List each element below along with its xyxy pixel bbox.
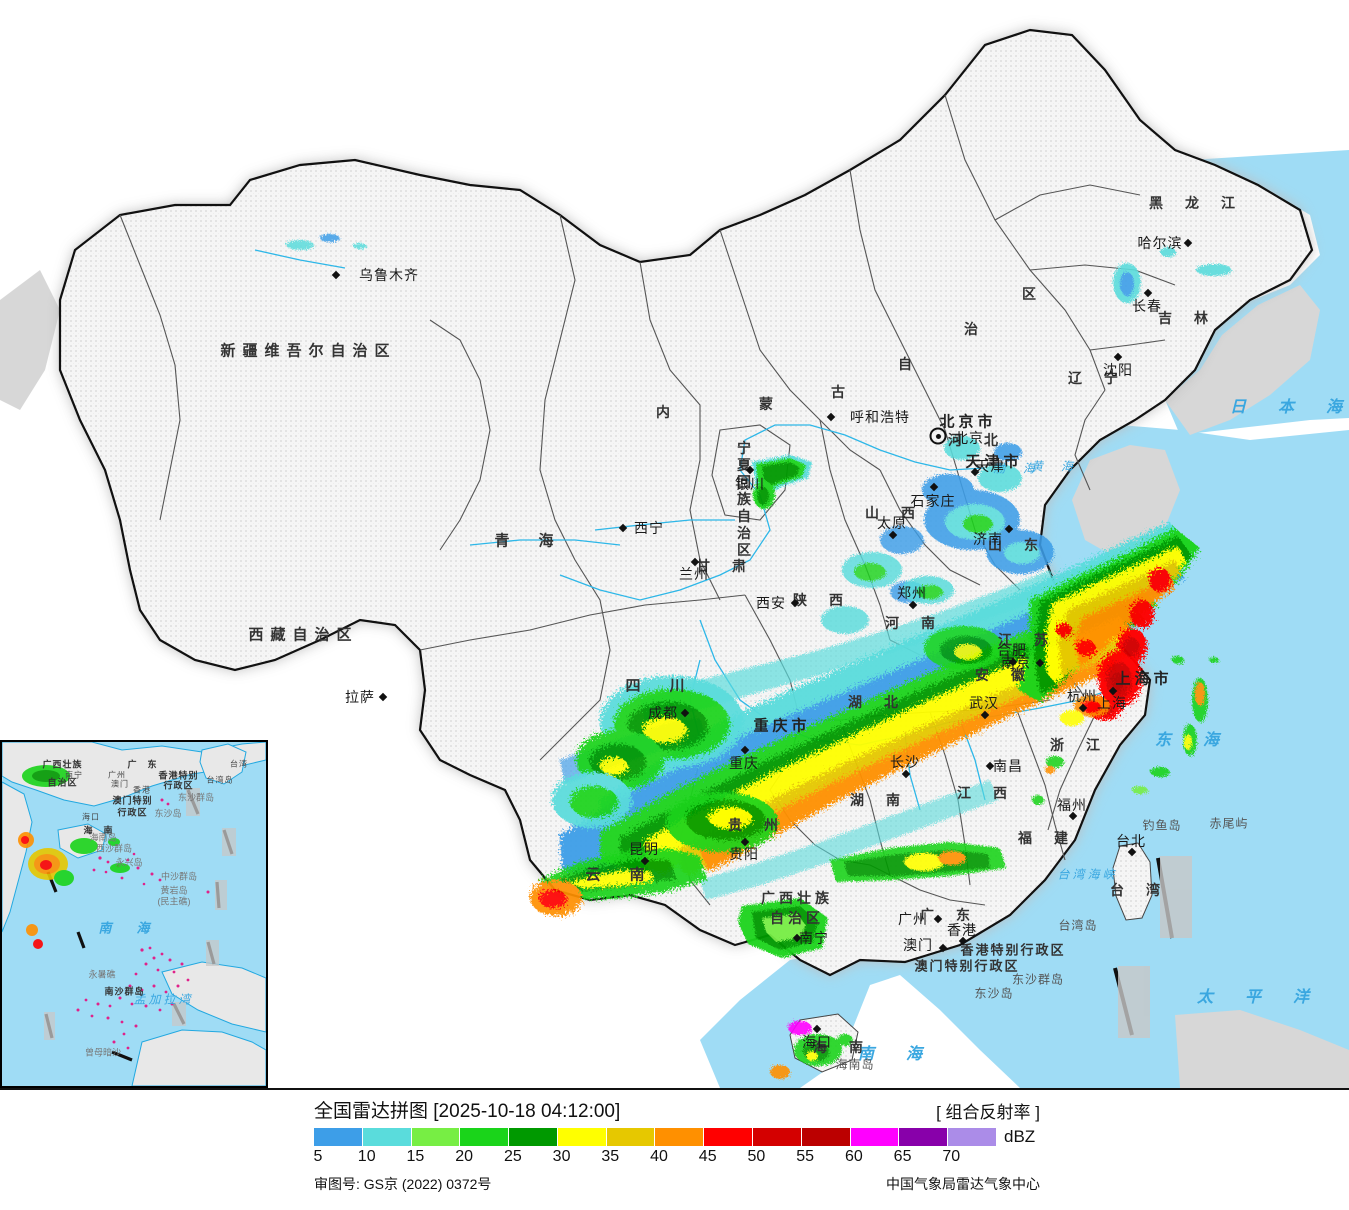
legend-title: 全国雷达拼图 [2025-10-18 04:12:00] [314,1101,621,1122]
colorbar-swatch-60 [850,1128,900,1146]
colorbar-swatch-5 [314,1128,363,1146]
legend-panel: 全国雷达拼图 [2025-10-18 04:12:00] [ 组合反射率 ] d… [0,1088,1349,1208]
colorbar-swatch-30 [557,1128,607,1146]
dbz-tick-15: 15 [406,1148,425,1165]
dbz-tick-60: 60 [844,1148,863,1165]
colorbar-swatch-70 [948,1128,996,1146]
legend-product-label: [ 组合反射率 ] [936,1103,1040,1122]
colorbar-swatch-55 [801,1128,851,1146]
issuer-label: 中国气象局雷达气象中心 [886,1176,1040,1192]
dbz-colorbar [314,1128,996,1146]
colorbar-swatch-50 [753,1128,802,1146]
dbz-tick-45: 45 [698,1148,717,1165]
dbz-tick-65: 65 [893,1148,912,1165]
inset-geography [2,742,266,1086]
map-approval-number: 审图号: GS京 (2022) 0372号 [314,1176,492,1192]
dbz-tick-5: 5 [313,1148,323,1165]
colorbar-swatch-15 [411,1128,461,1146]
colorbar-swatch-10 [362,1128,412,1146]
dbz-tick-70: 70 [942,1148,961,1165]
colorbar-swatch-65 [899,1128,949,1146]
colorbar-swatch-35 [606,1128,656,1146]
dbz-tick-50: 50 [747,1148,766,1165]
dbz-tick-30: 30 [552,1148,571,1165]
capital-marker [929,427,947,445]
map-panel[interactable]: 新疆维吾尔自治区 西藏自治区青 海四 川云 南广西壮族 自治区广 东海 南福 建浙 … [0,0,1349,1088]
colorbar-swatch-40 [655,1128,705,1146]
dbz-tick-25: 25 [503,1148,522,1165]
colorbar-swatch-45 [704,1128,754,1146]
dbz-tick-20: 20 [455,1148,474,1165]
colorbar-swatch-25 [509,1128,558,1146]
dbz-tick-55: 55 [796,1148,815,1165]
dbz-tick-10: 10 [357,1148,376,1165]
radar-echo-layer [286,234,1232,1079]
dbz-tick-40: 40 [650,1148,668,1165]
colorbar-swatch-20 [460,1128,510,1146]
geography-layer [0,28,1349,1088]
dbz-tick-labels: 5 10 15 20 25 30 35 40 45 50 55 60 65 70 [310,1148,1000,1170]
dbz-tick-35: 35 [601,1148,620,1165]
south-china-sea-inset[interactable]: 南 海孟加拉湾 广西壮族 自治区 南宁广 东广州 澳门 香港 香港特别 行政区 澳门特别 行政区台… [0,740,268,1088]
dbz-unit-label: dBZ [1004,1127,1036,1146]
